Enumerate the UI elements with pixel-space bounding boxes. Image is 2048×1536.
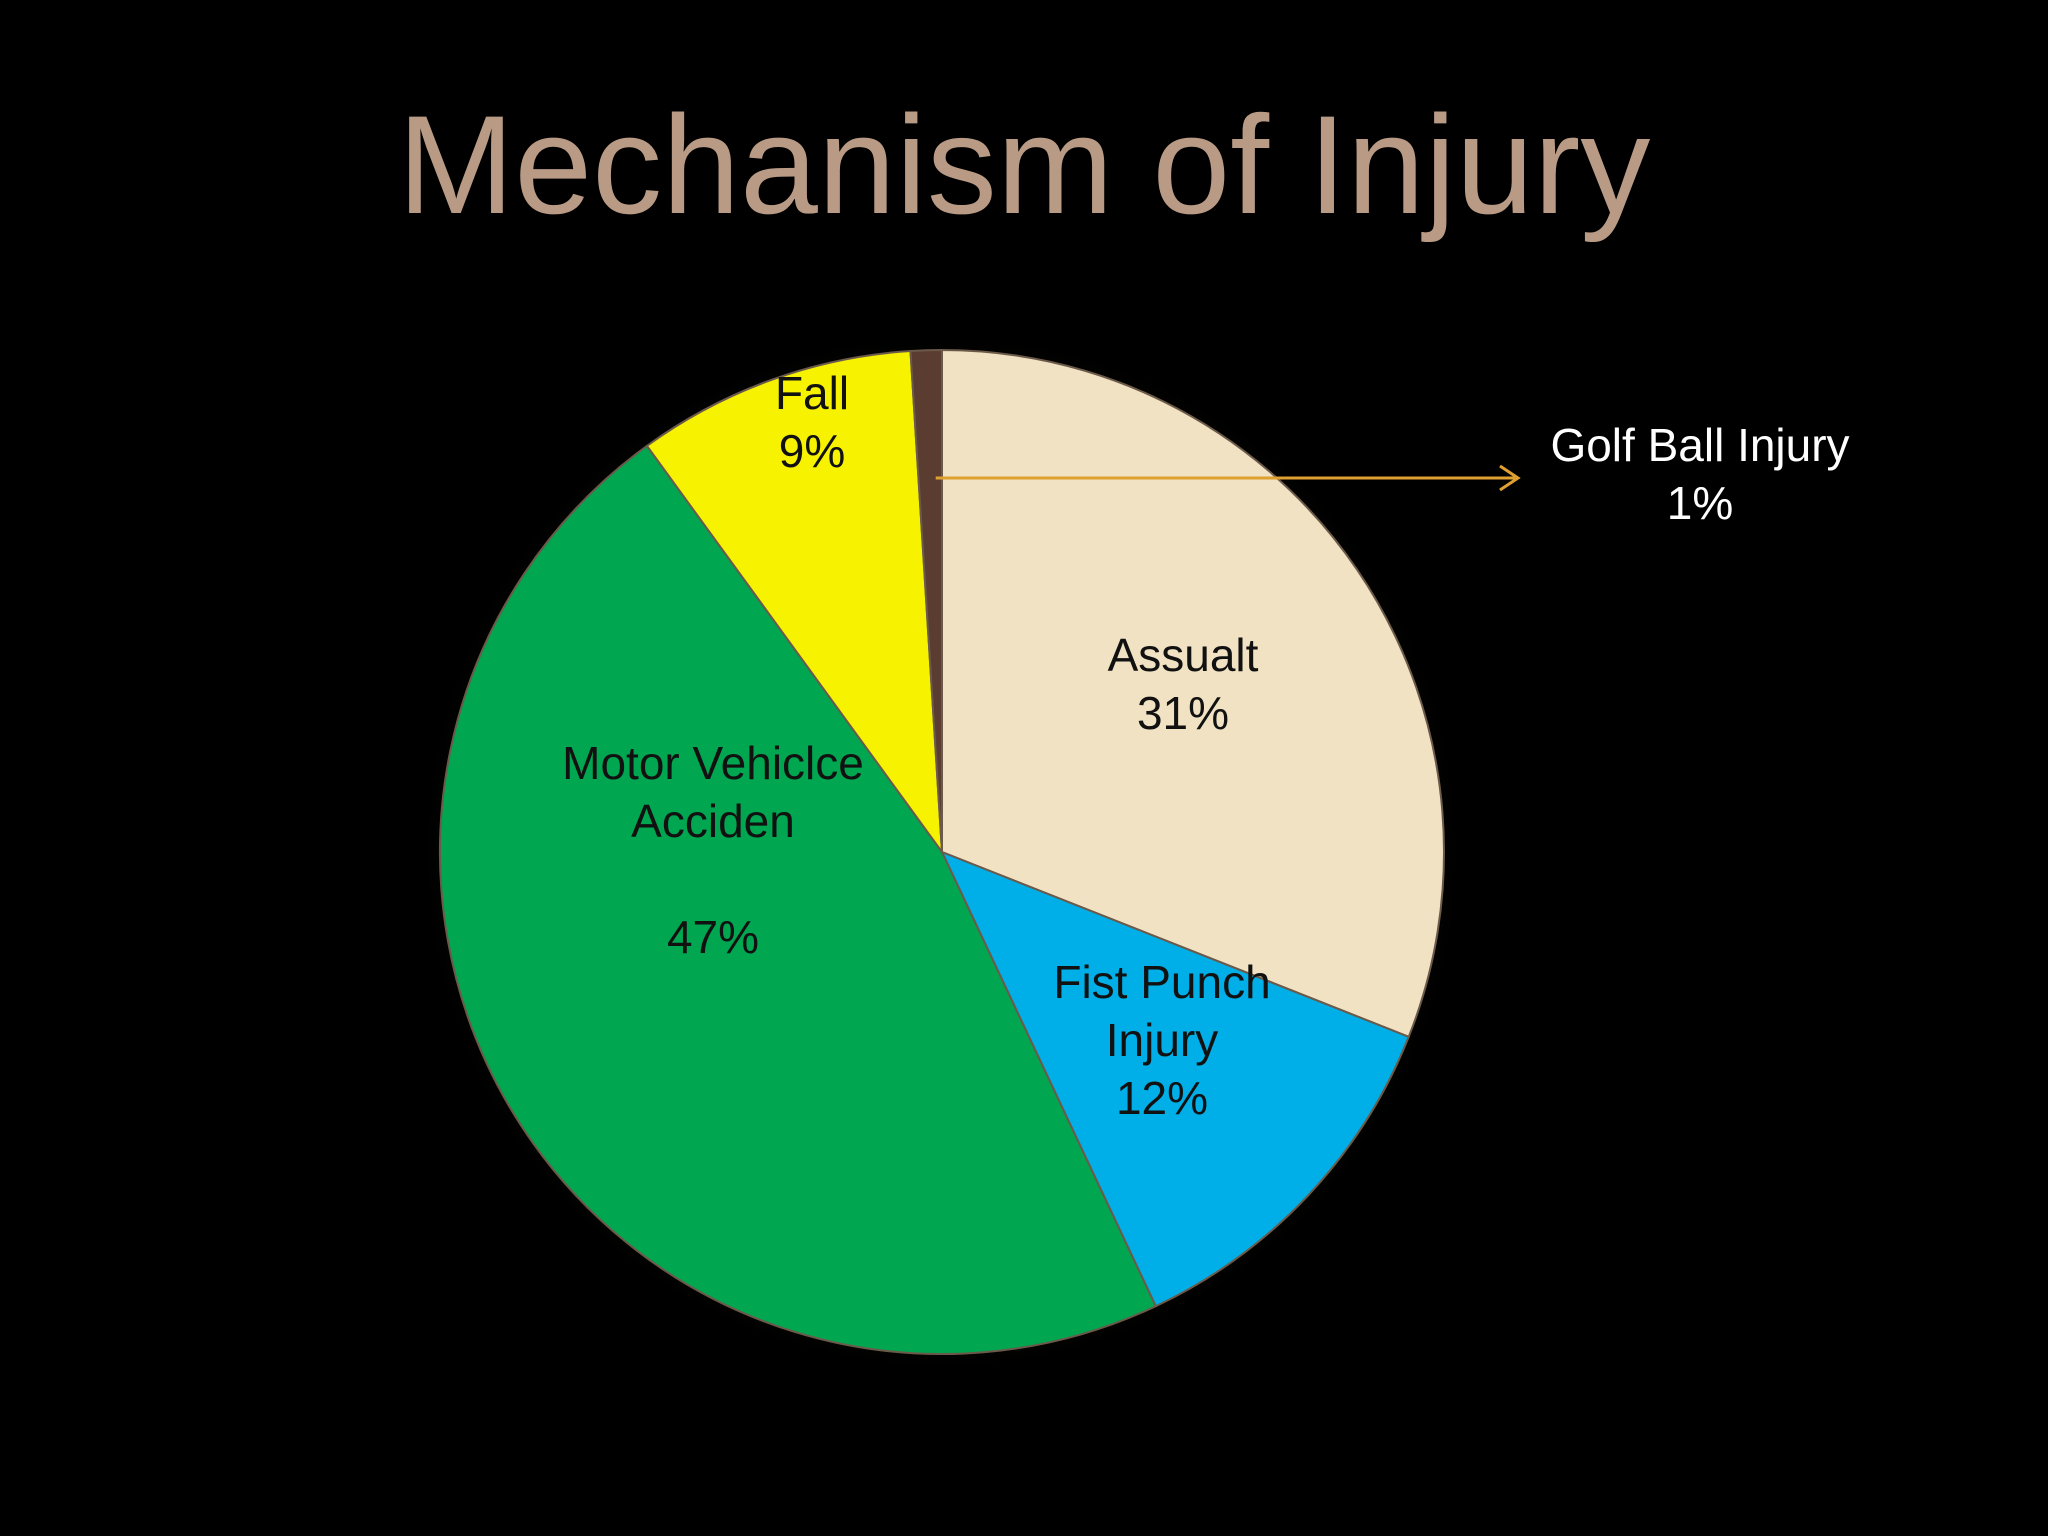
chart-title: Mechanism of Injury bbox=[397, 86, 1651, 243]
slice-value-label: 1% bbox=[1667, 477, 1733, 529]
slice-label-4: Golf Ball Injury 1% bbox=[1550, 419, 1849, 529]
slice-label-0: Assualt 31% bbox=[1108, 629, 1259, 739]
pie-slice-4 bbox=[909, 348, 943, 853]
slice-label-line: Motor Vehiclce bbox=[562, 737, 864, 789]
slice-label-line: Fist Punch bbox=[1053, 956, 1270, 1008]
slice-label-line: Fall bbox=[775, 367, 849, 419]
slice-label-3: Fall 9% bbox=[775, 367, 849, 477]
slice-label-line: Acciden bbox=[631, 795, 795, 847]
slice-value-label: 47% bbox=[667, 911, 759, 963]
slice-label-line: Golf Ball Injury bbox=[1550, 419, 1849, 471]
slice-label-line: Injury bbox=[1106, 1014, 1218, 1066]
pie-slice-1 bbox=[940, 850, 1411, 1308]
slice-label-line: Assualt bbox=[1108, 629, 1259, 681]
slice-value-label: 9% bbox=[779, 425, 845, 477]
slice-label-1: Fist Punch Injury 12% bbox=[1053, 956, 1270, 1124]
slice-label-2: Motor Vehiclce Acciden 47% bbox=[562, 737, 864, 963]
callout-arrowhead bbox=[1499, 464, 1521, 492]
pie-slice-0 bbox=[941, 348, 1445, 1039]
pie-slice-3 bbox=[645, 349, 944, 856]
slice-value-label: 12% bbox=[1116, 1072, 1208, 1124]
slice-value-label: 31% bbox=[1137, 687, 1229, 739]
pie-slice-2 bbox=[439, 444, 1158, 1355]
